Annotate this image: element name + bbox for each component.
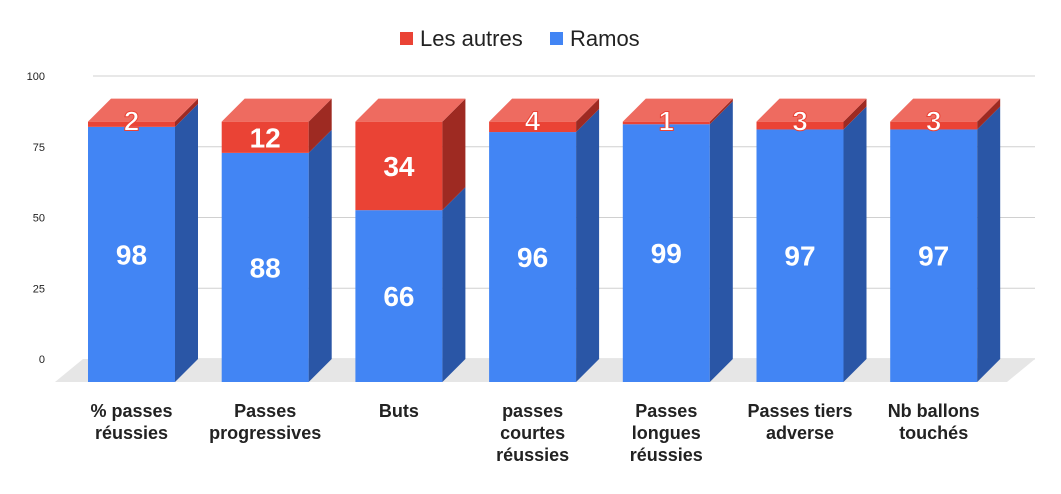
legend-swatch [400, 32, 413, 45]
bar-side [442, 98, 466, 211]
bar-side [175, 98, 198, 127]
data-label: 3 [926, 106, 942, 137]
data-label: 97 [918, 241, 949, 272]
bar-segment [355, 121, 443, 211]
data-label: 34 [383, 151, 415, 182]
x-tick-label: Buts [379, 401, 419, 421]
legend-label: Ramos [570, 26, 640, 51]
bar-top [622, 98, 733, 122]
x-tick-label: passes courtes réussies [496, 401, 569, 465]
data-label: 99 [651, 238, 682, 269]
data-label: 3 [792, 106, 808, 137]
bar-segment [88, 121, 175, 127]
data-label: 4 [525, 106, 541, 137]
x-axis-labels: % passes réussies Passes progressives Buts pa… [90, 401, 979, 465]
bar-segment [756, 121, 844, 130]
x-tick-label: Passes longues réussies [630, 401, 703, 465]
data-label: 88 [250, 252, 281, 283]
bar-stack: 98 2 [88, 98, 198, 382]
bar-segment [622, 121, 710, 125]
bar-segment [221, 152, 309, 382]
x-tick-label: Passes tiers adverse [747, 401, 852, 443]
legend-swatch [550, 32, 563, 45]
bar-stack: 66 34 [355, 98, 466, 382]
y-axis-ticks: 0 25 50 75 100 [27, 71, 45, 366]
y-tick-label: 100 [27, 71, 45, 83]
bar-side [709, 101, 733, 383]
bar-top [88, 98, 198, 122]
y-tick-label: 25 [33, 283, 45, 295]
bar-top [489, 98, 600, 122]
legend-label: Les autres [420, 26, 523, 51]
bar-stack: 88 12 [221, 98, 332, 382]
bar-top [355, 98, 466, 122]
bar-segment [489, 121, 577, 133]
data-label: 98 [116, 239, 147, 270]
bar-side [576, 98, 600, 133]
bar-side [308, 129, 332, 382]
data-label: 66 [383, 281, 414, 312]
bar-stack: 96 4 [489, 98, 600, 383]
x-tick-label: Passes progressives [209, 401, 321, 443]
y-tick-label: 75 [33, 142, 45, 154]
bar-stack: 99 1 [622, 98, 733, 383]
bar-segment [88, 126, 175, 382]
y-tick-label: 50 [33, 213, 45, 225]
bar-side [977, 106, 1001, 382]
bars: 98 2 88 12 66 34 96 4 99 1 97 3 97 3 [88, 98, 1001, 383]
bar-segment [355, 210, 443, 382]
bar-stack: 97 3 [890, 98, 1001, 382]
bar-side [843, 98, 867, 130]
y-tick-label: 0 [39, 354, 45, 366]
x-tick-label: Nb ballons touchés [888, 401, 980, 443]
bar-top [221, 98, 332, 122]
bar-side [442, 187, 466, 382]
bar-segment [221, 121, 309, 153]
data-label: 2 [124, 106, 140, 137]
x-tick-label: % passes réussies [90, 401, 172, 443]
data-label: 1 [659, 106, 675, 137]
legend: Les autres Ramos [400, 26, 640, 51]
bar-side [977, 98, 1001, 130]
bar-top [756, 98, 867, 122]
bar-segment [756, 129, 844, 382]
bar-top [890, 98, 1001, 122]
bar-segment [890, 129, 978, 382]
bar-segment [489, 132, 577, 382]
bar-segment [890, 121, 978, 130]
bar-stack: 97 3 [756, 98, 867, 382]
bar-side [175, 103, 198, 382]
data-label: 12 [250, 122, 281, 153]
bar-side [843, 106, 867, 382]
bar-segment [622, 124, 710, 383]
data-label: 96 [517, 242, 548, 273]
bar-side [308, 98, 332, 153]
bar-side [576, 109, 600, 383]
bar-side [709, 98, 733, 125]
data-label: 97 [784, 241, 815, 272]
